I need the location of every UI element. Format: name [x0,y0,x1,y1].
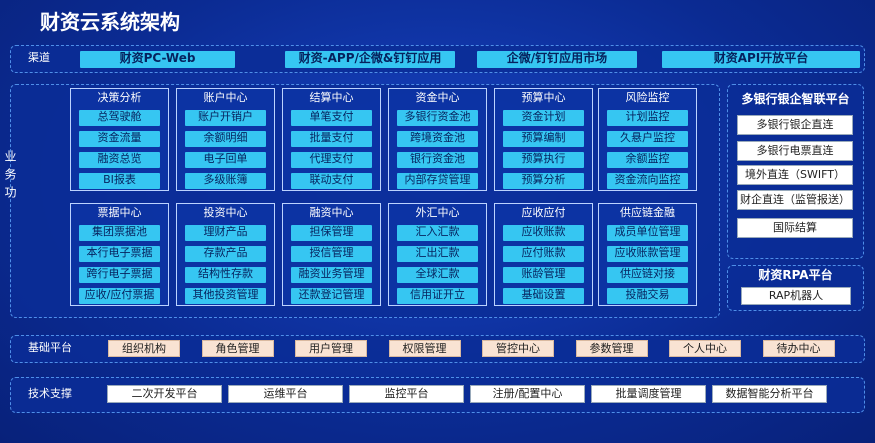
channel-item: 财资PC-Web [80,51,235,68]
module-item: 代理支付 [291,152,372,168]
base-item: 角色管理 [201,340,274,357]
module-item: 融资业务管理 [291,267,372,283]
module-item: 资金计划 [503,110,584,126]
module-title: 票据中心 [97,206,142,219]
module-item: 内部存贷管理 [397,173,478,189]
module-item: 汇入汇款 [397,225,478,241]
module-item: 预算编制 [503,131,584,147]
module-item: 融资总览 [79,152,160,168]
module-item: 应收账款管理 [607,246,688,262]
module-item: 本行电子票据 [79,246,160,262]
tech-item: 运维平台 [228,385,343,403]
channel-item: 财资-APP/企微&钉钉应用 [285,51,455,68]
module-item: 银行资金池 [397,152,478,168]
channel-item: 财资API开放平台 [662,51,860,68]
tech-item: 批量调度管理 [591,385,706,403]
base-item: 组织机构 [108,340,180,357]
module-title: 应收应付 [521,206,566,219]
module-item: 资金流量 [79,131,160,147]
module-item: 总驾驶舱 [79,110,160,126]
module-item: 供应链对接 [607,267,688,283]
base-item: 待办中心 [762,340,835,357]
module-item: 理财产品 [185,225,266,241]
module-item: 余额明细 [185,131,266,147]
module-item: 批量支付 [291,131,372,147]
base-label: 基础平台 [28,341,72,354]
business-label: 业务功能 [3,150,44,220]
module-item: 联动支付 [291,173,372,189]
module-item: 资金流向监控 [607,173,688,189]
title: 财资云系统架构 [40,10,180,34]
module-item: 担保管理 [291,225,372,241]
module-item: 电子回单 [185,152,266,168]
module-item: 全球汇款 [397,267,478,283]
bank-item: 国际结算 [737,218,853,238]
module-item: 余额监控 [607,152,688,168]
module-title: 预算中心 [521,91,566,104]
rpa-title: 财资RPA平台 [758,268,833,282]
module-item: 应付账款 [503,246,584,262]
module-item: 账龄管理 [503,267,584,283]
module-item: 计划监控 [607,110,688,126]
module-title: 风险监控 [625,91,670,104]
module-item: 汇出汇款 [397,246,478,262]
module-item: 应收/应付票据 [79,288,160,304]
module-item: 预算分析 [503,173,584,189]
rpa-item: RAP机器人 [741,287,851,305]
module-item: BI报表 [79,173,160,189]
module-title: 投资中心 [203,206,248,219]
base-item: 个人中心 [669,340,741,357]
bank-title: 多银行银企智联平台 [741,92,850,106]
tech-item: 二次开发平台 [107,385,222,403]
module-title: 结算中心 [309,91,354,104]
module-title: 资金中心 [415,91,460,104]
module-item: 结构性存款 [185,267,266,283]
module-item: 跨境资金池 [397,131,478,147]
module-title: 账户中心 [203,91,248,104]
base-item: 管控中心 [482,340,554,357]
module-item: 其他投资管理 [185,288,266,304]
module-item: 多银行资金池 [397,110,478,126]
module-title: 决策分析 [97,91,142,104]
module-item: 账户开销户 [185,110,266,126]
tech-label: 技术支撑 [28,387,72,400]
tech-item: 数据智能分析平台 [712,385,827,403]
module-item: 成员单位管理 [607,225,688,241]
module-item: 久悬户监控 [607,131,688,147]
module-title: 融资中心 [309,206,354,219]
module-item: 授信管理 [291,246,372,262]
bank-item: 财企直连（监管报送） [737,190,853,210]
module-item: 信用证开立 [397,288,478,304]
base-item: 参数管理 [575,340,648,357]
base-item: 权限管理 [388,340,461,357]
bank-item: 多银行银企直连 [737,115,853,135]
module-item: 集团票据池 [79,225,160,241]
module-item: 多级账簿 [185,173,266,189]
module-item: 跨行电子票据 [79,267,160,283]
module-item: 还款登记管理 [291,288,372,304]
bank-item: 境外直连（SWIFT） [737,165,853,185]
module-title: 外汇中心 [415,206,460,219]
module-item: 投融交易 [607,288,688,304]
module-item: 单笔支付 [291,110,372,126]
module-item: 预算执行 [503,152,584,168]
channel-label: 渠道 [28,51,50,64]
base-item: 用户管理 [295,340,367,357]
module-item: 应收账款 [503,225,584,241]
channel-item: 企微/钉钉应用市场 [477,51,637,68]
bank-item: 多银行电票直连 [737,141,853,161]
tech-item: 监控平台 [349,385,464,403]
tech-item: 注册/配置中心 [470,385,585,403]
module-title: 供应链金融 [620,206,675,219]
module-item: 基础设置 [503,288,584,304]
module-item: 存款产品 [185,246,266,262]
